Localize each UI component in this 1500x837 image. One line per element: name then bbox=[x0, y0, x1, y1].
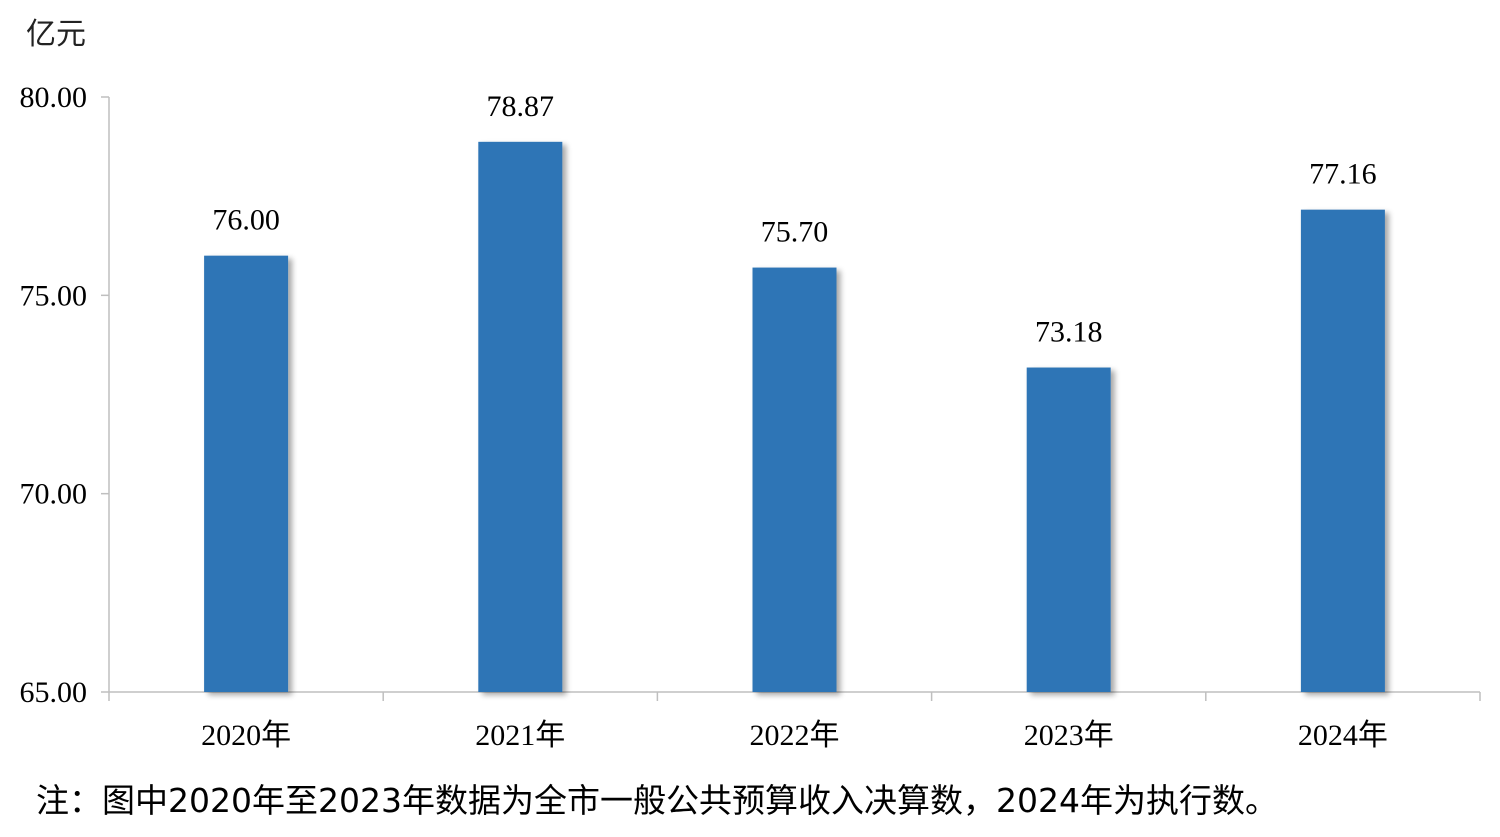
bar-value-label: 73.18 bbox=[1035, 316, 1103, 349]
x-category-label: 2024年 bbox=[1298, 719, 1388, 752]
x-category-label: 2022年 bbox=[750, 719, 840, 752]
y-axis-unit-label: 亿元 bbox=[26, 17, 86, 52]
bar bbox=[478, 141, 563, 692]
x-category-label: 2021年 bbox=[475, 719, 565, 752]
bar-value-label: 75.70 bbox=[761, 216, 829, 249]
bar-value-label: 76.00 bbox=[212, 204, 280, 237]
bar-value-label: 77.16 bbox=[1309, 158, 1377, 191]
chart-footnote: 注：图中2020年至2023年数据为全市一般公共预算收入决算数，2024年为执行… bbox=[36, 781, 1278, 820]
bar bbox=[752, 267, 837, 692]
x-axis: 2020年 2021年 2022年 2023年 2024年 bbox=[108, 691, 1481, 752]
x-category-label: 2023年 bbox=[1024, 719, 1114, 752]
y-tick-label: 70.00 bbox=[20, 478, 88, 511]
data-labels: 76.00 78.87 75.70 73.18 77.16 bbox=[212, 90, 1376, 349]
y-tick-label: 80.00 bbox=[20, 81, 88, 114]
y-axis: 65.00 70.00 75.00 80.00 bbox=[20, 81, 110, 709]
x-category-label: 2020年 bbox=[201, 719, 291, 752]
y-tick-label: 65.00 bbox=[20, 676, 88, 709]
y-tick-label: 75.00 bbox=[20, 279, 88, 312]
bar-value-label: 78.87 bbox=[487, 90, 555, 123]
bar bbox=[1300, 209, 1385, 693]
bar bbox=[204, 255, 289, 692]
bars bbox=[204, 141, 1385, 693]
bar bbox=[1026, 367, 1111, 692]
